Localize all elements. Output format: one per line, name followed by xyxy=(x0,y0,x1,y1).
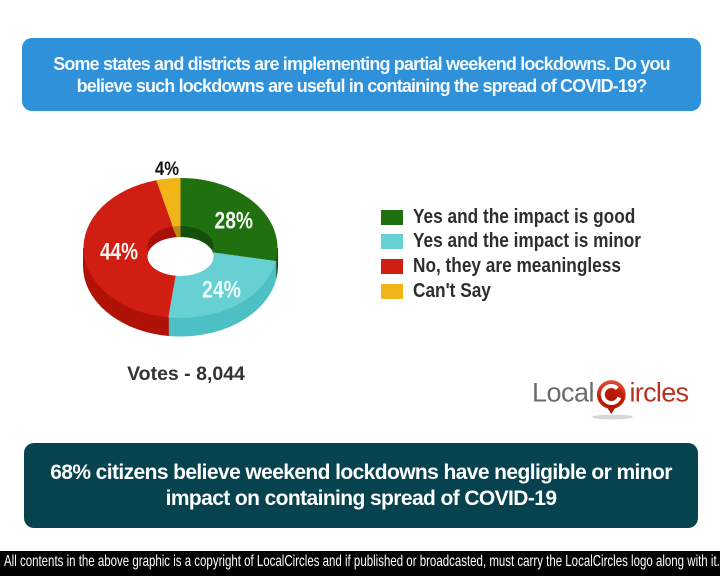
svg-text:28%: 28% xyxy=(215,208,254,235)
svg-text:24%: 24% xyxy=(202,277,241,304)
svg-text:ircles: ircles xyxy=(630,378,689,408)
svg-text:4%: 4% xyxy=(155,158,179,180)
svg-text:44%: 44% xyxy=(100,239,138,266)
svg-text:Local: Local xyxy=(532,378,594,408)
